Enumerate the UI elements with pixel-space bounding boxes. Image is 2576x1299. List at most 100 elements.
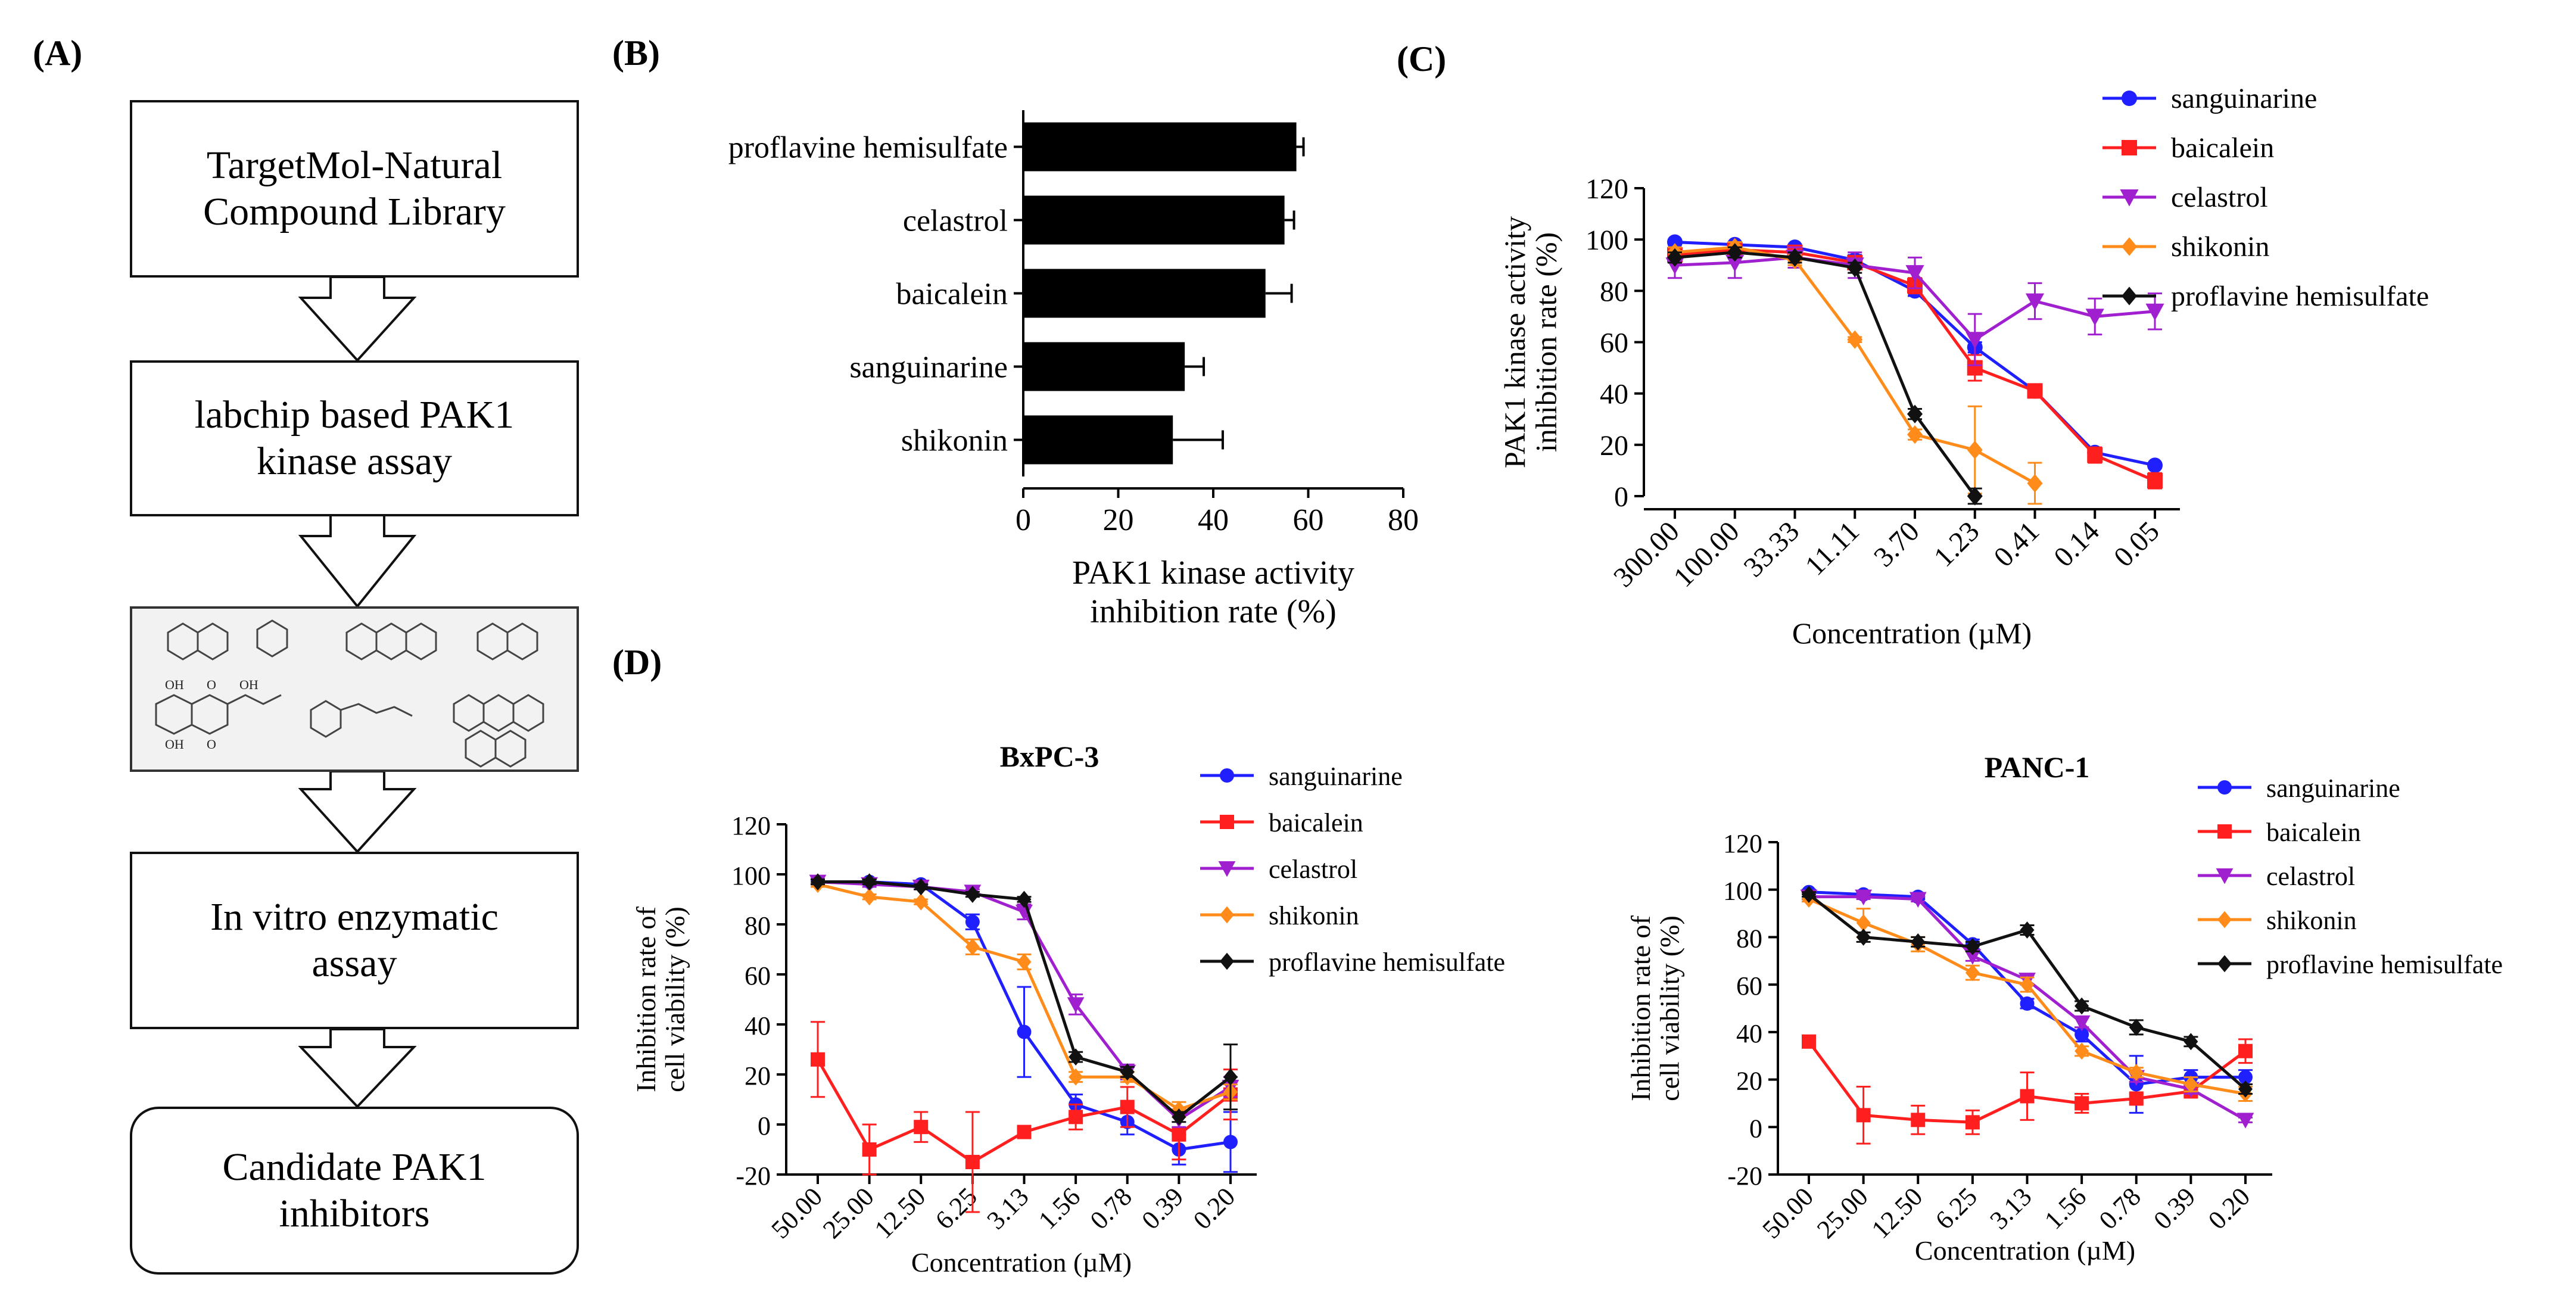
chartD1-point-baicalein	[862, 1142, 877, 1157]
chartC-point-sanguinarine	[1847, 252, 1863, 268]
chartC-point-shikonin	[1787, 251, 1803, 270]
chartD2-legend-label-celastrol: celastrol	[2266, 862, 2355, 891]
chartD2-point-shikonin	[2020, 976, 2035, 993]
chartD1-point-proflavine	[914, 878, 929, 896]
chartC-point-proflavine	[1967, 487, 1983, 506]
chartD1-point-celastrol	[1067, 997, 1085, 1013]
chartC-y-axis-title-line1: PAK1 kinase activity	[1498, 216, 1531, 468]
chartC-point-shikonin	[1847, 330, 1863, 349]
chartC-point-celastrol	[1966, 332, 1985, 349]
chartD2-point-sanguinarine	[2020, 996, 2035, 1011]
chartC-point-sanguinarine	[1787, 239, 1803, 256]
chartD1-point-proflavine	[811, 873, 825, 890]
chartD1-legend-label-proflavine: proflavine hemisulfate	[1269, 948, 1505, 977]
chartD1-y-tick-label: 60	[745, 961, 771, 990]
b-category-label: proflavine hemisulfate	[728, 131, 1008, 165]
chartC-point-celastrol	[2145, 303, 2164, 321]
panel-label-a: (A)	[33, 33, 83, 73]
chartD2-x-tick-label: 3.13	[1984, 1182, 2037, 1235]
chartD1-point-shikonin	[862, 888, 877, 906]
chartD2-point-proflavine	[1802, 886, 1816, 904]
chartD1-point-celastrol	[1016, 905, 1033, 921]
chartD2-legend-marker-proflavine	[2217, 955, 2232, 973]
chartD2-point-baicalein	[2183, 1084, 2198, 1099]
flow-arrow-1	[298, 276, 417, 362]
chartD1-legend-marker-baicalein	[1220, 815, 1234, 829]
chartD1-y-tick-label: 40	[745, 1011, 771, 1041]
chartD2-y-tick-label: -20	[1727, 1161, 1762, 1191]
chartD2-point-shikonin	[2074, 1042, 2089, 1060]
b-bar	[1023, 195, 1285, 245]
chartD2-legend-label-sanguinarine: sanguinarine	[2266, 774, 2400, 803]
chartC-point-sanguinarine	[2027, 383, 2043, 399]
b-category-label: sanguinarine	[849, 351, 1008, 385]
b-category-label: celastrol	[903, 204, 1008, 238]
chartC-x-axis-title: Concentration (µM)	[1792, 616, 2032, 650]
flow-step-candidates: Candidate PAK1 inhibitors	[130, 1107, 579, 1275]
b-x-tick-label: 40	[1198, 503, 1229, 537]
chartD2-point-shikonin	[1802, 890, 1816, 908]
chartC-point-sanguinarine	[1727, 236, 1743, 253]
chartD1-point-proflavine	[1223, 1068, 1238, 1086]
chartD2-legend-label-baicalein: baicalein	[2266, 818, 2361, 847]
chartD1-point-celastrol	[809, 874, 827, 890]
chartC-line-proflavine	[1674, 251, 1976, 497]
chartD1-x-tick-label: 0.20	[1188, 1182, 1241, 1235]
b-x-axis-title-line1: PAK1 kinase activity	[1072, 555, 1354, 591]
chartC-line-sanguinarine	[1674, 240, 2156, 467]
chartC-series-shikonin	[1667, 238, 2043, 505]
chartD2-line-sanguinarine	[1808, 890, 2245, 1086]
chartD2-point-sanguinarine	[1802, 884, 1816, 899]
chartD2-point-celastrol	[2073, 1015, 2091, 1032]
b-bar	[1023, 342, 1185, 391]
chartD1-x-tick-label: 50.00	[765, 1182, 828, 1244]
chartD2-point-sanguinarine	[2129, 1077, 2144, 1092]
chartD2-point-celastrol	[1964, 949, 1982, 965]
panel-label-b: (B)	[612, 33, 660, 73]
chartC-point-baicalein	[1787, 244, 1803, 260]
chartD1-legend-marker-sanguinarine	[1220, 768, 1234, 783]
chartC-y-tick-label: 60	[1600, 328, 1628, 359]
chartD2-point-sanguinarine	[1911, 889, 1926, 904]
chartC-point-shikonin	[1967, 440, 1983, 460]
chartD1-y-tick-label: 100	[731, 861, 771, 890]
chartC-y-axis-title-line2: inhibition rate (%)	[1530, 232, 1563, 452]
chartC-x-tick-label: 3.70	[1868, 515, 1926, 573]
chartD1-point-proflavine	[1120, 1063, 1135, 1081]
chartD1-point-shikonin	[1017, 953, 1032, 971]
chartD2-point-shikonin	[1911, 935, 1926, 953]
chartD2-y-axis-title-line2: cell viability (%)	[1654, 915, 1684, 1101]
chartC-series-celastrol	[1665, 246, 2164, 366]
chartC-point-baicalein	[1907, 278, 1923, 294]
chartD1-point-sanguinarine	[1069, 1097, 1083, 1112]
chartD1-legend-label-sanguinarine: sanguinarine	[1269, 762, 1403, 791]
chartD1-point-sanguinarine	[1223, 1135, 1238, 1150]
structure-drawing: OH O OH O OH	[155, 619, 544, 768]
chartD2-x-tick-label: 25.00	[1811, 1182, 1874, 1244]
structure-label-oh-1: OH	[165, 677, 184, 692]
chartC-line-baicalein	[1674, 248, 2156, 482]
chartD1-point-baicalein	[914, 1120, 929, 1135]
chartD2-point-baicalein	[2074, 1096, 2089, 1111]
chartD2-legend-marker-baicalein	[2217, 824, 2232, 839]
chartC-legend-label-shikonin: shikonin	[2171, 231, 2269, 263]
chartD1-series-shikonin	[811, 876, 1238, 1119]
chartC-point-proflavine	[1667, 248, 1683, 267]
chartC-series-sanguinarine	[1667, 234, 2163, 474]
chartD2-point-shikonin	[1856, 914, 1871, 932]
chartC-point-sanguinarine	[1907, 283, 1923, 299]
chartD1-line-baicalein	[816, 1058, 1232, 1164]
chartC-legend-label-proflavine: proflavine hemisulfate	[2171, 281, 2429, 312]
b-bar	[1023, 122, 1297, 172]
chartD2-x-tick-label: 6.25	[1930, 1182, 1983, 1235]
chartD1-y-tick-label: 80	[745, 911, 771, 940]
chartD2-point-proflavine	[1965, 937, 1980, 955]
b-x-tick-label: 0	[1016, 503, 1031, 537]
flow-arrow-3	[298, 770, 417, 853]
chartD1-point-celastrol	[861, 877, 879, 893]
chartD1-point-celastrol	[1119, 1064, 1136, 1081]
chartC-x-tick-label: 0.14	[2048, 515, 2105, 573]
chartD1-legend-label-shikonin: shikonin	[1269, 901, 1359, 930]
chartC-point-proflavine	[1787, 248, 1803, 267]
chartD1-point-baicalein	[965, 1155, 980, 1169]
